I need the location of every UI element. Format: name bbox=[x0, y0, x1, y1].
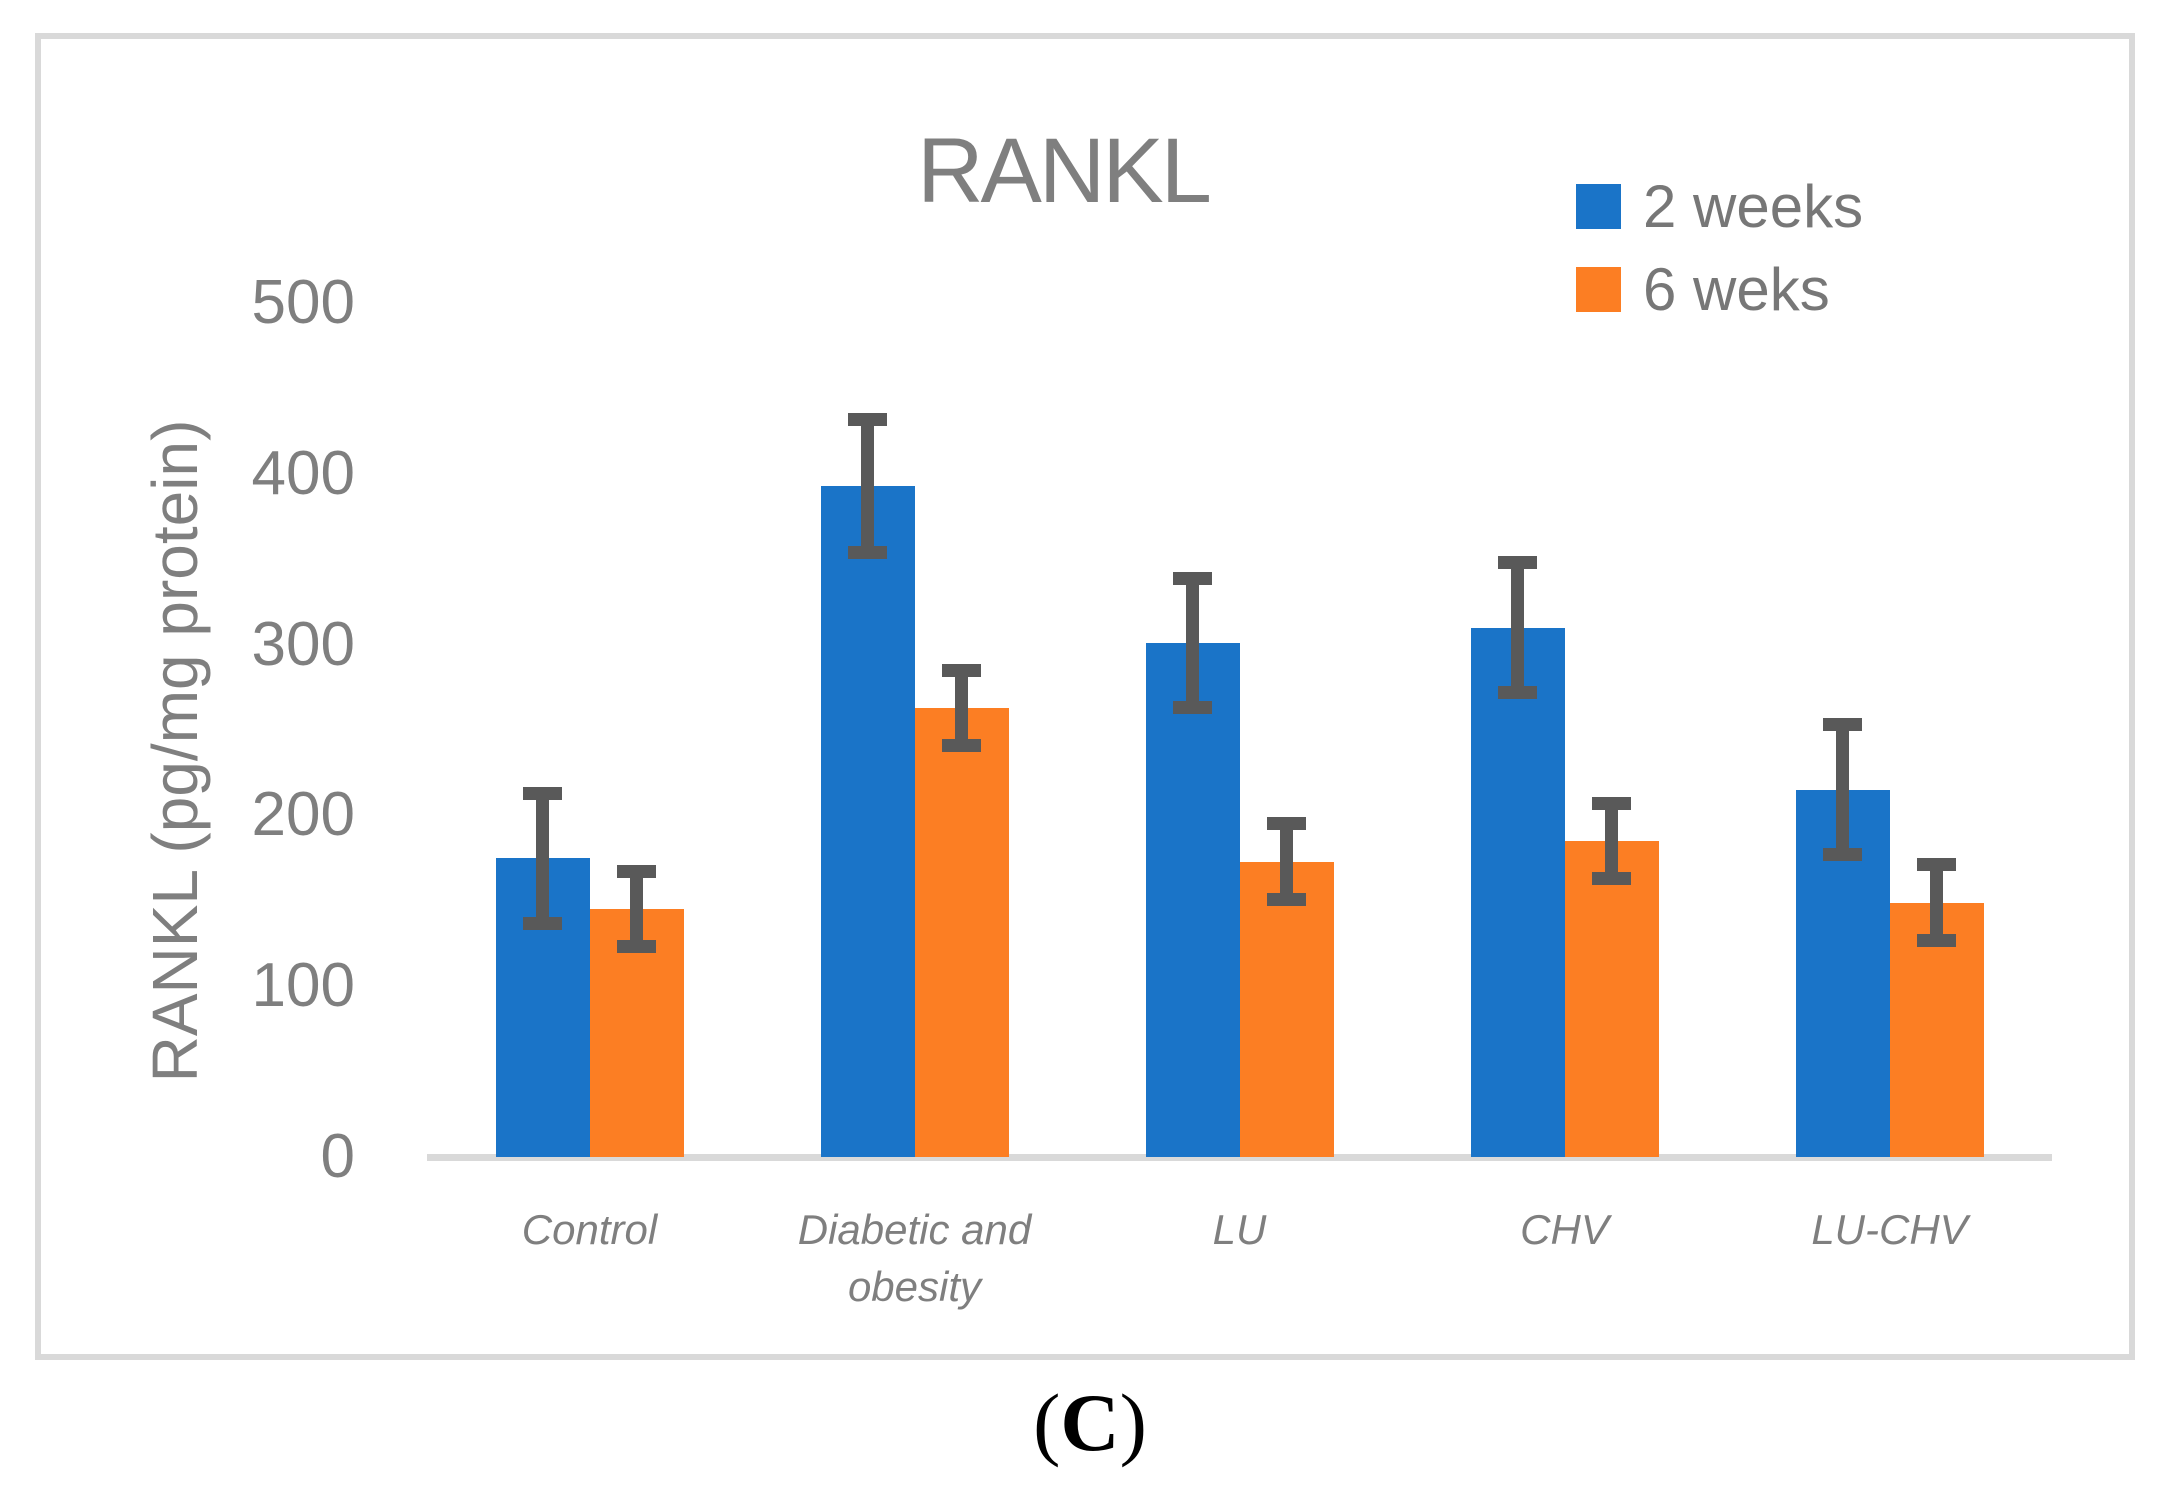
legend: 2 weeks 6 weks bbox=[1576, 173, 1863, 323]
error-bar-whisker bbox=[1186, 571, 1199, 715]
y-tick-label-0: 0 bbox=[320, 1122, 355, 1191]
x-category-label-lu: LU bbox=[1212, 1206, 1267, 1253]
error-bar-whisker bbox=[1511, 556, 1524, 699]
error-bar-cap-top bbox=[1267, 817, 1306, 831]
error-bar-whisker bbox=[536, 786, 549, 930]
y-tick-label-100: 100 bbox=[251, 951, 355, 1021]
error-bar-whisker bbox=[861, 412, 874, 559]
chart-title: RANKL bbox=[917, 120, 1212, 222]
bar-2-weeks-diabetic-and-obesity bbox=[820, 485, 915, 1157]
error-bar-cap-bottom bbox=[617, 940, 656, 954]
bar-2-weeks-lu bbox=[1145, 642, 1240, 1157]
y-axis-ticks: 0 100 200 300 400 500 bbox=[41, 39, 2129, 1354]
error-bar-cap-top bbox=[1592, 796, 1631, 810]
y-tick-label-200: 200 bbox=[251, 780, 355, 850]
error-bar-cap-bottom bbox=[942, 738, 981, 752]
error-bar-6-weks-chv bbox=[1592, 796, 1631, 886]
caption-open-paren: ( bbox=[1033, 1377, 1061, 1468]
y-tick-label-400: 400 bbox=[251, 438, 355, 508]
caption-letter: C bbox=[1060, 1377, 1120, 1468]
y-tick-label-300: 300 bbox=[251, 609, 355, 679]
error-bar-6-weks-lu-chv bbox=[1917, 858, 1956, 947]
error-bar-cap-bottom bbox=[1917, 933, 1956, 947]
error-bar-2-weeks-diabetic-and-obesity bbox=[848, 412, 887, 559]
error-bar-whisker bbox=[1280, 817, 1293, 906]
bar-2-weeks-chv bbox=[1470, 627, 1565, 1157]
error-bar-cap-top bbox=[1823, 718, 1862, 732]
error-bar-cap-top bbox=[523, 786, 562, 800]
x-axis-line bbox=[427, 1154, 2052, 1161]
error-bar-cap-top bbox=[848, 412, 887, 426]
legend-label-6-weks: 6 weks bbox=[1643, 256, 1830, 323]
error-bar-whisker bbox=[630, 865, 643, 954]
error-bar-6-weks-control bbox=[617, 865, 656, 954]
error-bar-2-weeks-lu-chv bbox=[1823, 718, 1862, 862]
x-axis-labels: Control Diabetic and obesity LU CHV LU-CHV bbox=[41, 39, 2129, 1354]
x-category-label-chv: CHV bbox=[1520, 1206, 1609, 1253]
error-bar-cap-top bbox=[1498, 556, 1537, 570]
error-bar-6-weks-diabetic-and-obesity bbox=[942, 663, 981, 752]
legend-item-6-weks: 6 weks bbox=[1576, 256, 1863, 323]
x-category-label-control: Control bbox=[521, 1206, 658, 1253]
error-bar-cap-bottom bbox=[1823, 848, 1862, 862]
error-bar-2-weeks-chv bbox=[1498, 556, 1537, 699]
x-category-label-lu-chv: LU-CHV bbox=[1811, 1206, 1968, 1253]
legend-item-2-weeks: 2 weeks bbox=[1576, 173, 1863, 240]
error-bar-cap-top bbox=[617, 865, 656, 879]
error-bar-2-weeks-control bbox=[523, 786, 562, 930]
y-tick-label-500: 500 bbox=[251, 268, 355, 337]
error-bar-cap-bottom bbox=[848, 545, 887, 559]
legend-swatch-orange-icon bbox=[1576, 267, 1621, 312]
error-bar-whisker bbox=[1836, 718, 1849, 862]
error-bar-6-weks-lu bbox=[1267, 817, 1306, 906]
error-bar-cap-top bbox=[1173, 571, 1212, 585]
chart-area: RANKL 2 weeks 6 weks RANKL (pg/mg protei… bbox=[35, 33, 2135, 1360]
legend-label-2-weeks: 2 weeks bbox=[1643, 173, 1864, 240]
error-bar-cap-bottom bbox=[523, 916, 562, 930]
plot-area bbox=[427, 303, 2052, 1161]
x-category-label-diabetic-and-obesity: Diabetic and obesity bbox=[797, 1206, 1032, 1310]
bar-6-weks-diabetic-and-obesity bbox=[914, 707, 1009, 1157]
figure-caption: (C) bbox=[1033, 1382, 1147, 1464]
error-bar-whisker bbox=[1930, 858, 1943, 947]
error-bar-cap-bottom bbox=[1592, 872, 1631, 886]
bar-6-weks-lu bbox=[1239, 861, 1334, 1157]
error-bar-whisker bbox=[1605, 796, 1618, 886]
error-bar-whisker bbox=[955, 663, 968, 752]
bar-6-weks-chv bbox=[1564, 841, 1659, 1157]
legend-swatch-blue-icon bbox=[1576, 184, 1621, 229]
caption-close-paren: ) bbox=[1119, 1377, 1147, 1468]
error-bar-cap-bottom bbox=[1173, 701, 1212, 715]
error-bar-cap-top bbox=[1917, 858, 1956, 872]
error-bar-cap-bottom bbox=[1498, 685, 1537, 699]
error-bar-cap-bottom bbox=[1267, 892, 1306, 906]
error-bar-2-weeks-lu bbox=[1173, 571, 1212, 715]
error-bar-cap-top bbox=[942, 663, 981, 677]
